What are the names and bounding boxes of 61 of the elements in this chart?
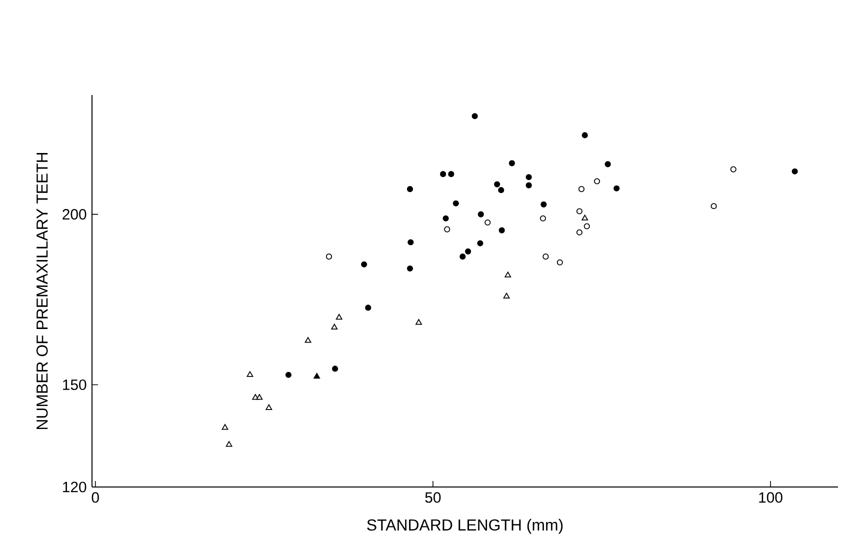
point (584, 223, 590, 230)
point (556, 259, 563, 266)
point (326, 254, 332, 260)
point (504, 272, 512, 278)
point (314, 372, 320, 379)
point (614, 185, 620, 192)
point (406, 265, 414, 272)
point (416, 319, 422, 325)
point (478, 211, 484, 218)
x-axis-title: STANDARD LENGTH (mm) (367, 518, 563, 534)
point (526, 174, 532, 180)
point (484, 219, 491, 226)
point (477, 240, 484, 246)
point (604, 161, 611, 168)
point (498, 187, 504, 194)
point (336, 314, 342, 320)
point (246, 371, 254, 377)
y-tick-label: 200 (62, 209, 86, 220)
point (460, 254, 466, 260)
point (594, 178, 600, 184)
point (285, 372, 292, 378)
point (226, 441, 232, 447)
point (494, 181, 500, 188)
point (361, 261, 368, 268)
point (582, 132, 588, 138)
point (365, 304, 372, 311)
point (730, 166, 736, 172)
point (540, 215, 546, 222)
point (472, 113, 478, 120)
x-tick-label: 50 (425, 492, 441, 503)
point (526, 182, 532, 188)
point (503, 292, 510, 298)
point (508, 160, 515, 166)
point (498, 227, 505, 234)
point (710, 203, 717, 210)
point (408, 239, 414, 246)
y-axis-title: NUMBER OF PREMAXILLARY TEETH (36, 152, 48, 430)
y-tick-label: 150 (63, 379, 86, 390)
point (576, 208, 582, 214)
point (406, 186, 414, 192)
point (331, 324, 338, 330)
point (332, 366, 338, 372)
x-tick-label: 100 (759, 492, 782, 503)
point (444, 226, 450, 232)
y-tick-label: 120 (63, 482, 86, 492)
point (578, 186, 585, 192)
point (304, 337, 312, 343)
point (465, 248, 472, 254)
point (442, 215, 449, 222)
point (266, 404, 272, 410)
point (256, 394, 263, 400)
point (222, 424, 228, 430)
point (792, 168, 798, 174)
point (576, 229, 582, 236)
point (542, 254, 549, 260)
point (582, 214, 588, 220)
point (440, 171, 446, 178)
point (452, 200, 459, 206)
point (540, 201, 547, 208)
point (448, 171, 454, 178)
x-tick-label: 0 (92, 492, 99, 503)
